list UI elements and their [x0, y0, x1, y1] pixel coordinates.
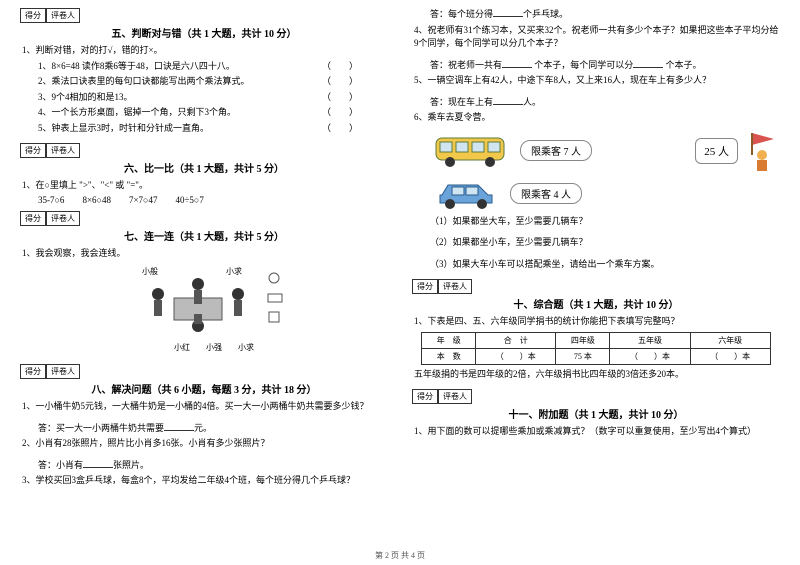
table-row: 年 级 合 计 四年级 五年级 六年级	[422, 332, 771, 348]
vehicles-illustration: 限乘客 7 人 25 人 限乘客 4 人	[412, 129, 780, 211]
sec11-title: 十一、附加题（共 1 大题，共计 10 分）	[412, 406, 780, 421]
score-box: 得分 评卷人	[20, 211, 388, 226]
blank[interactable]	[164, 422, 194, 431]
bus-icon	[432, 132, 512, 170]
sec8-q2: 2、小肖有28张照片，照片比小肖多16张。小肖有多少张照片？	[22, 437, 388, 451]
sec10-title: 十、综合题（共 1 大题，共计 10 分）	[412, 296, 780, 311]
sec8-a4: 答：祝老师一共有 个本子，每个同学可以分 个本子。	[430, 59, 780, 73]
sec5-item2: 2、乘法口诀表里的每句口诀都能写出两个乘法算式。（ ）	[38, 75, 388, 89]
sec6-row: 35-7○6 8×6○48 7×7○47 40÷5○7	[38, 195, 388, 205]
score-box: 得分 评卷人	[20, 8, 388, 23]
page-footer: 第 2 页 共 4 页	[0, 550, 800, 561]
sec5-item4: 4、一个长方形桌面，锯掉一个角，只剩下3个角。（ ）	[38, 106, 388, 120]
score-box: 得分 评卷人	[412, 389, 780, 404]
car-icon	[432, 177, 502, 211]
sec8-q1: 1、一小桶牛奶5元钱，一大桶牛奶是一小桶的4倍。买一大一小两桶牛奶共需要多少钱？	[22, 400, 388, 414]
sec5-item3: 3、9个4相加的和是13。（ ）	[38, 91, 388, 105]
sec5-item1: 1、8×6=48 读作8乘6等于48，口诀是六八四十八。（ ）	[38, 60, 388, 74]
sec8-a5: 答：现在车上有人。	[430, 96, 780, 110]
grader-label: 评卷人	[46, 8, 80, 23]
sec8-q4: 4、祝老师有31个练习本，又买来32个。祝老师一共有多少个本子？如果把这些本子平…	[414, 24, 780, 51]
right-column: 答：每个班分得个乒乓球。 4、祝老师有31个练习本，又买来32个。祝老师一共有多…	[412, 8, 780, 490]
sec6-lead: 1、在○里填上 ">"、"<" 或 "="。	[22, 179, 388, 193]
score-label: 得分	[20, 8, 46, 23]
sec8-q6-3: （3）如果大车小车可以搭配乘坐，请给出一个乘车方案。	[430, 258, 780, 272]
blank[interactable]	[502, 59, 532, 68]
svg-text:小红: 小红	[174, 342, 190, 352]
blank[interactable]	[493, 96, 523, 105]
left-column: 得分 评卷人 五、判断对与错（共 1 大题，共计 10 分） 1、判断对错，对的…	[20, 8, 388, 490]
sec10-lead: 1、下表是四、五、六年级同学捐书的统计你能把下表填写完整吗？	[414, 315, 780, 329]
people-bubble: 25 人	[695, 138, 738, 164]
blank[interactable]	[83, 459, 113, 468]
sec5-item5: 5、钟表上显示3时，时针和分针成一直角。（ ）	[38, 122, 388, 136]
sec7-title: 七、连一连（共 1 大题，共计 5 分）	[20, 228, 388, 243]
svg-text:小求: 小求	[226, 266, 242, 276]
sec10-note: 五年级捐的书是四年级的2倍，六年级捐书比四年级的3倍还多20本。	[414, 368, 780, 382]
sec8-a2: 答：小肖有张照片。	[38, 459, 388, 473]
sec8-a1: 答：买一大一小两桶牛奶共需要元。	[38, 422, 388, 436]
score-box: 得分 评卷人	[20, 364, 388, 379]
sec7-lead: 1、我会观察，我会连线。	[22, 247, 388, 261]
sec5-lead: 1、判断对错，对的打√，错的打×。	[22, 44, 388, 58]
sec8-q6-1: （1）如果都坐大车，至少需要几辆车？	[430, 215, 780, 229]
score-box: 得分 评卷人	[20, 143, 388, 158]
blank[interactable]	[493, 8, 523, 17]
sec8-a3: 答：每个班分得个乒乓球。	[430, 8, 780, 22]
car-bubble: 限乘客 4 人	[510, 183, 582, 204]
sec6-title: 六、比一比（共 1 大题，共计 5 分）	[20, 160, 388, 175]
sec8-q6-2: （2）如果都坐小车，至少需要几辆车？	[430, 236, 780, 250]
svg-text:小般: 小般	[142, 266, 158, 276]
donation-table: 年 级 合 计 四年级 五年级 六年级 本 数 （ ）本 75 本 （ ）本 （…	[421, 332, 771, 365]
sec8-title: 八、解决问题（共 6 小题，每题 3 分，共计 18 分）	[20, 381, 388, 396]
table-row: 本 数 （ ）本 75 本 （ ）本 （ ）本	[422, 348, 771, 364]
sec5-title: 五、判断对与错（共 1 大题，共计 10 分）	[20, 25, 388, 40]
guide-icon	[746, 129, 780, 173]
sec8-q3: 3、学校买回3盒乒乓球，每盒8个，平均发给二年级4个班，每个班分得几个乒乓球？	[22, 474, 388, 488]
sec11-q: 1、用下面的数可以提哪些乘加或乘减算式？（数字可以重复使用，至少写出4个算式）	[414, 425, 780, 439]
sec7-illustration: 小般 小求 小红 小强 小求	[20, 264, 388, 354]
blank[interactable]	[633, 59, 663, 68]
sec8-q6: 6、乘车去夏令营。	[414, 111, 780, 125]
svg-text:小强: 小强	[206, 343, 222, 352]
sec8-q5: 5、一辆空调车上有42人，中途下车8人，又上来16人，现在车上有多少人？	[414, 74, 780, 88]
svg-text:小求: 小求	[238, 342, 254, 352]
score-box: 得分 评卷人	[412, 279, 780, 294]
bus-bubble: 限乘客 7 人	[520, 140, 592, 161]
